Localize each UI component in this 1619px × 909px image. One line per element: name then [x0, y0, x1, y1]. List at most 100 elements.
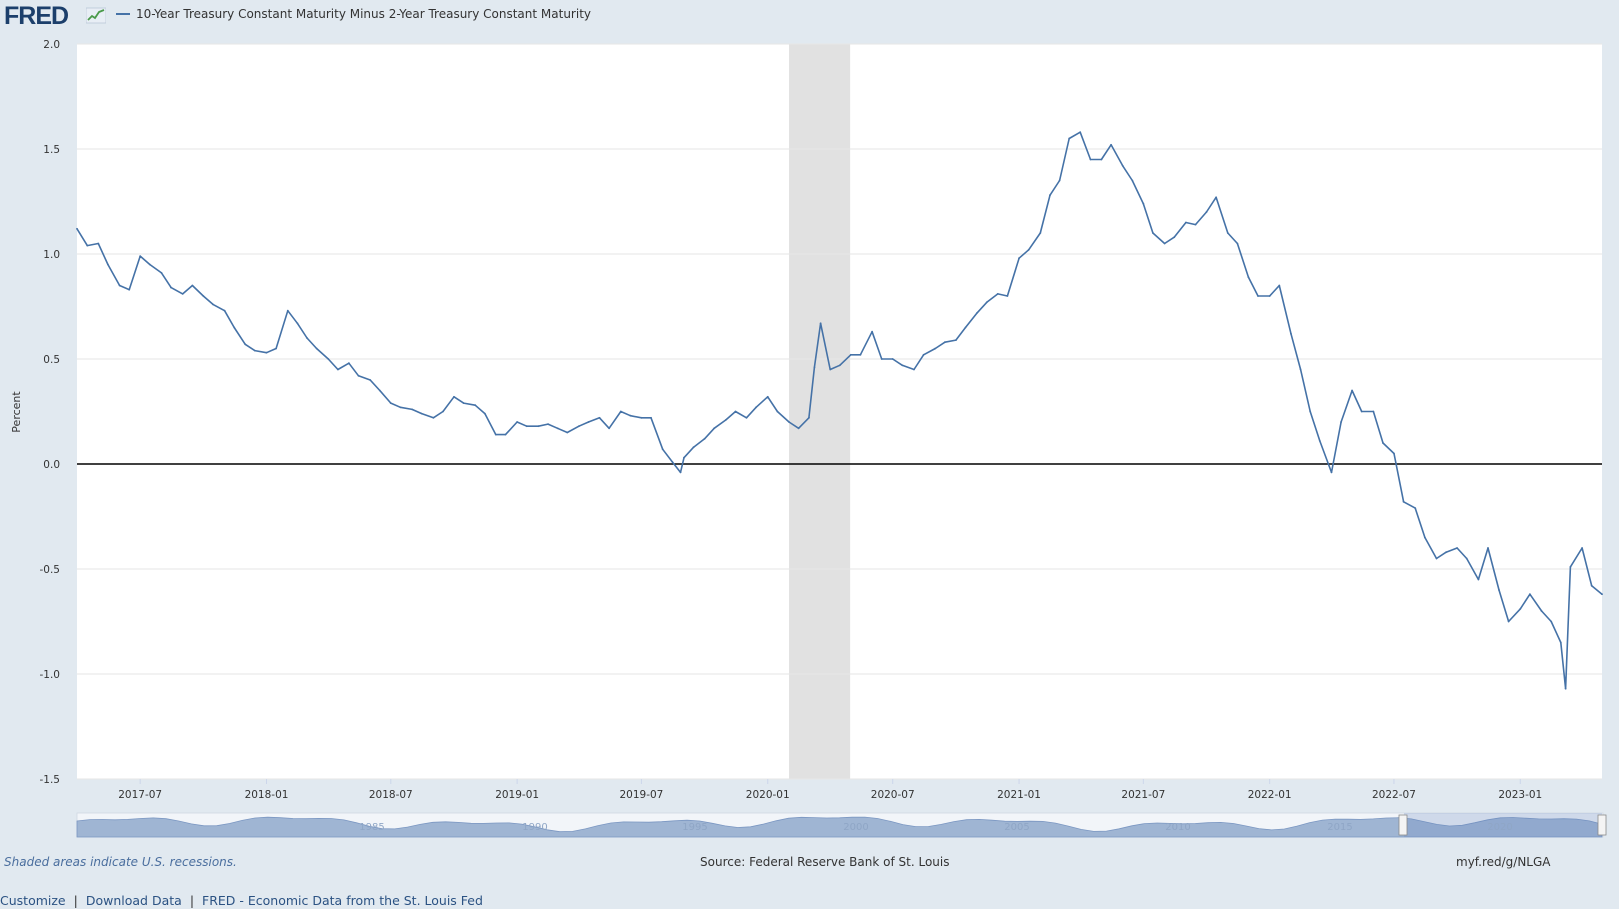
- data-point: [253, 349, 256, 352]
- navigator-right-handle[interactable]: [1597, 814, 1607, 836]
- fred-logo[interactable]: FRED: [4, 2, 69, 30]
- data-point: [922, 353, 925, 356]
- data-point: [734, 410, 737, 413]
- data-point: [202, 295, 205, 297]
- navigator-year-label: 2005: [1004, 822, 1029, 833]
- data-point: [901, 364, 904, 367]
- x-tick-label: 2017-07: [118, 789, 162, 801]
- data-point: [1131, 179, 1134, 182]
- data-point: [819, 322, 822, 325]
- data-point: [1039, 232, 1042, 234]
- data-point: [306, 337, 308, 339]
- y-tick-label: -0.5: [40, 564, 61, 576]
- data-point: [587, 421, 590, 423]
- recession-note: Shaded areas indicate U.S. recessions.: [4, 855, 237, 869]
- data-point: [1226, 232, 1229, 234]
- data-point: [369, 379, 372, 381]
- data-point: [838, 364, 841, 367]
- data-point: [1318, 440, 1321, 442]
- navigator-year-label: 2020: [1487, 822, 1512, 833]
- data-point: [556, 427, 559, 430]
- data-point: [954, 339, 957, 341]
- data-point: [160, 272, 163, 274]
- data-point: [755, 406, 757, 409]
- footer-separator: |: [189, 893, 195, 908]
- download-data-link[interactable]: Download Data: [85, 893, 182, 908]
- navigator-left-handle[interactable]: [1398, 814, 1408, 836]
- navigator-selection[interactable]: [1404, 813, 1602, 837]
- chart-legend: 10-Year Treasury Constant Maturity Minus…: [116, 7, 591, 21]
- data-point: [829, 368, 832, 371]
- data-point: [432, 416, 435, 419]
- x-tick-label: 2021-07: [1121, 789, 1165, 801]
- y-tick-label: 2.0: [43, 39, 60, 51]
- x-tick-label: 2020-07: [871, 789, 915, 801]
- data-point: [1089, 158, 1092, 161]
- data-point: [1018, 257, 1020, 260]
- footer-separator: |: [73, 893, 78, 908]
- data-point: [776, 410, 779, 413]
- data-point: [1110, 143, 1112, 146]
- data-point: [223, 309, 226, 312]
- range-navigator[interactable]: 1985 1990 1995 2000 2005 2010 2015 2020: [76, 812, 1607, 838]
- data-point: [399, 406, 402, 409]
- data-point: [598, 416, 601, 419]
- data-point: [1360, 410, 1363, 413]
- data-point: [1006, 295, 1009, 297]
- x-tick-label: 2021-01: [997, 789, 1041, 801]
- data-point: [76, 227, 78, 230]
- data-point: [1027, 248, 1030, 251]
- navigator-year-label: 2015: [1327, 822, 1352, 833]
- data-point: [1290, 332, 1292, 335]
- data-point: [1465, 557, 1468, 560]
- data-point: [1351, 389, 1353, 392]
- x-tick-label: 2018-01: [245, 789, 289, 801]
- data-point: [692, 446, 695, 449]
- data-point: [1309, 410, 1312, 413]
- data-point: [1423, 536, 1426, 539]
- data-point: [1049, 194, 1051, 197]
- data-point: [504, 433, 507, 436]
- data-point: [650, 416, 652, 419]
- y-axis-label: Percent: [10, 391, 23, 433]
- data-point: [813, 366, 816, 369]
- data-point: [1299, 368, 1302, 371]
- data-point: [1100, 158, 1103, 161]
- data-point: [1477, 578, 1480, 581]
- navigator-year-label: 2010: [1165, 822, 1190, 833]
- data-point: [1581, 547, 1583, 549]
- y-axis-ticks: 2.0 1.5 1.0 0.5 0.0 -0.5 -1.0 -1.5: [40, 39, 61, 786]
- y-tick-label: 0.0: [43, 459, 60, 471]
- data-point: [1163, 242, 1166, 245]
- data-point: [1194, 223, 1197, 226]
- data-point: [679, 471, 682, 474]
- data-point: [724, 419, 727, 421]
- data-point: [1079, 131, 1082, 134]
- data-point: [1372, 410, 1375, 413]
- fred-home-link[interactable]: FRED - Economic Data from the St. Louis …: [202, 893, 483, 908]
- data-point: [1393, 452, 1395, 455]
- chart-header: FRED 10-Year Treasury Constant Maturity …: [0, 0, 1619, 36]
- data-point: [453, 395, 455, 398]
- data-point: [1402, 500, 1405, 503]
- data-point: [713, 427, 716, 430]
- data-point: [1257, 295, 1259, 297]
- customize-link[interactable]: Customize: [0, 893, 66, 908]
- legend-swatch: [116, 13, 130, 15]
- short-link[interactable]: myf.red/g/NLGA: [1456, 855, 1551, 869]
- series-layer: [76, 131, 1603, 690]
- navigator-area: [76, 816, 1603, 838]
- data-point: [913, 368, 915, 371]
- data-point: [1601, 593, 1603, 596]
- data-point: [808, 416, 810, 419]
- data-point: [97, 242, 100, 245]
- data-point: [494, 433, 497, 436]
- data-point: [483, 412, 486, 415]
- data-point: [891, 358, 894, 360]
- data-point: [943, 341, 946, 344]
- data-point: [233, 326, 236, 329]
- data-point: [315, 347, 318, 350]
- data-point: [1058, 179, 1061, 182]
- y-tick-label: -1.0: [40, 669, 61, 681]
- data-point: [1498, 589, 1500, 591]
